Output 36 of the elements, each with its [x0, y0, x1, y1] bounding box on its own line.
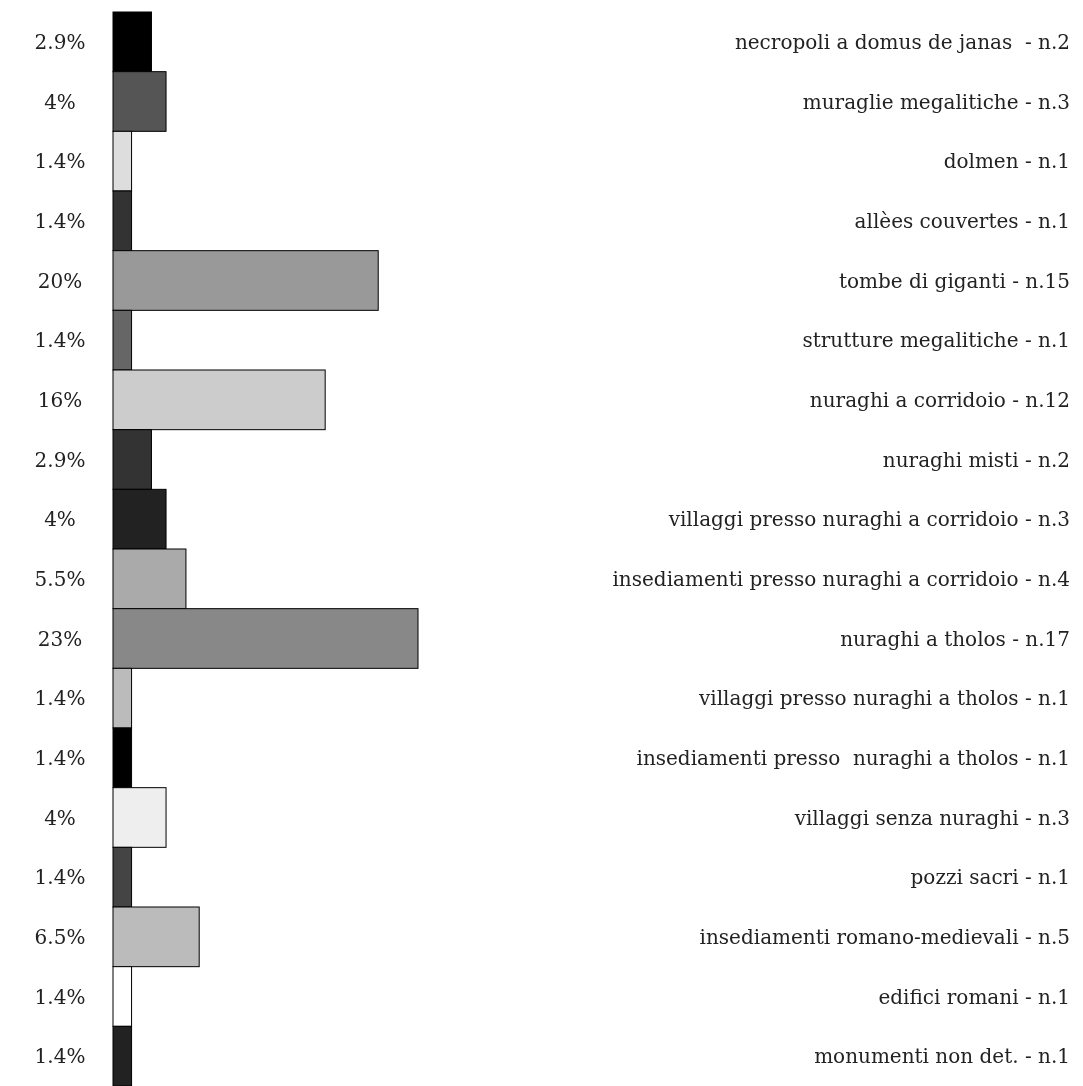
data-label: 16% — [37, 387, 83, 412]
data-label: 1.4% — [34, 865, 86, 890]
y-tick-label: villaggi senza nuraghi - n.3 — [793, 805, 1070, 830]
y-tick-label: nuraghi a corridoio - n.12 — [809, 387, 1070, 412]
data-label: 2.9% — [34, 447, 86, 472]
data-label: 1.4% — [34, 686, 86, 711]
data-label: 1.4% — [34, 984, 86, 1009]
data-label: 1.4% — [34, 1044, 86, 1069]
data-label: 23% — [37, 626, 83, 651]
data-label: 20% — [37, 268, 83, 293]
data-label: 5.5% — [34, 566, 86, 591]
y-tick-label: tombe di giganti - n.15 — [839, 268, 1070, 293]
y-tick-label: nuraghi a tholos - n.17 — [840, 626, 1070, 651]
y-tick-label: dolmen - n.1 — [943, 149, 1070, 174]
data-label: 1.4% — [34, 745, 86, 770]
data-label: 1.4% — [34, 208, 86, 233]
y-tick-label: monumenti non det. - n.1 — [814, 1044, 1070, 1069]
y-tick-label: villaggi presso nuraghi a tholos - n.1 — [698, 686, 1070, 711]
y-tick-label: edifici romani - n.1 — [878, 984, 1070, 1009]
data-label: 4% — [44, 507, 76, 532]
data-label: 4% — [44, 805, 76, 830]
y-tick-label: nuraghi misti - n.2 — [882, 447, 1070, 472]
y-tick-label: insediamenti romano-medievali - n.5 — [699, 924, 1070, 949]
y-tick-label: insediamenti presso nuraghi a tholos - n.1 — [636, 745, 1070, 770]
y-tick-label: villaggi presso nuraghi a corridoio - n.3 — [667, 507, 1070, 532]
data-label: 1.4% — [34, 328, 86, 353]
y-tick-label: allèes couvertes - n.1 — [854, 208, 1070, 233]
data-label: 1.4% — [34, 149, 86, 174]
y-tick-label: insediamenti presso nuraghi a corridoio - n.4 — [612, 566, 1070, 591]
y-tick-label: muraglie megalitiche - n.3 — [802, 89, 1070, 114]
y-tick-label: strutture megalitiche - n.1 — [802, 328, 1070, 353]
y-tick-label: necropoli a domus de janas - n.2 — [734, 29, 1070, 54]
data-label: 6.5% — [34, 924, 86, 949]
data-label: 2.9% — [34, 29, 86, 54]
y-tick-label: pozzi sacri - n.1 — [910, 865, 1070, 890]
data-label: 4% — [44, 89, 76, 114]
